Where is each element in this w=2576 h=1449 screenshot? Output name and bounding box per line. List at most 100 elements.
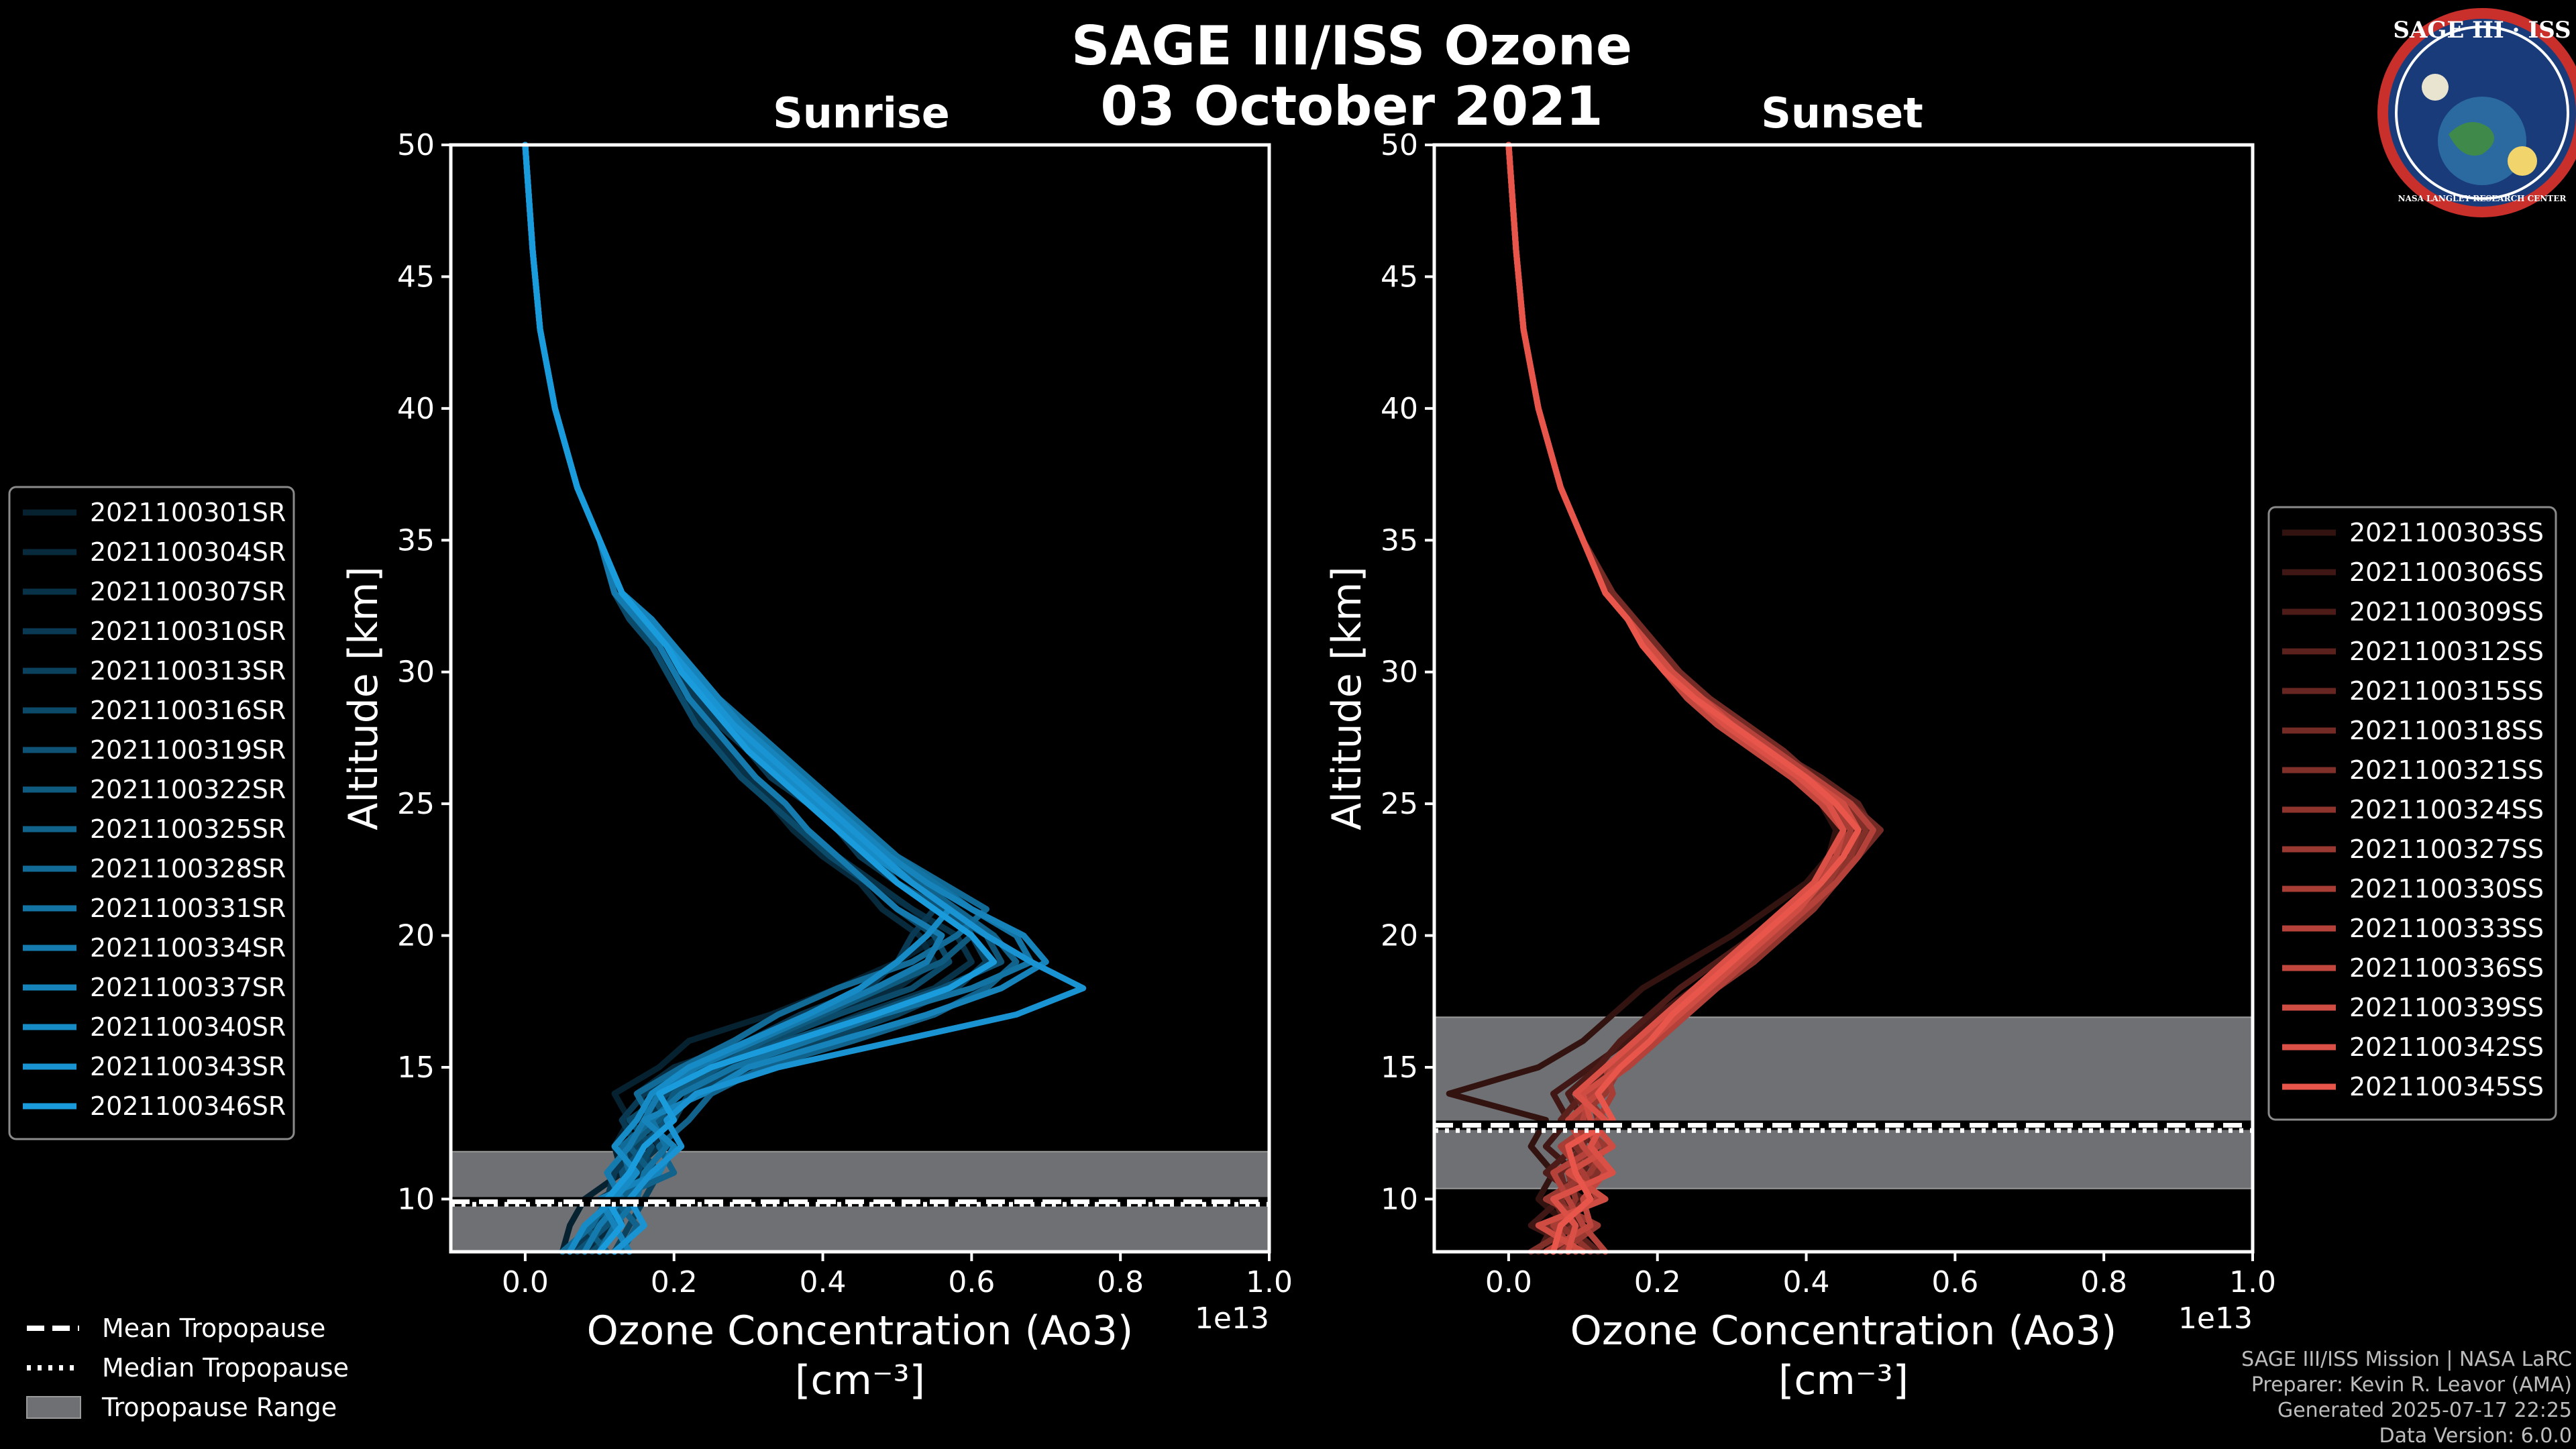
sunrise-legend-label: 2021100343SR — [90, 1052, 286, 1081]
credits-block: SAGE III/ISS Mission | NASA LaRCPreparer… — [2241, 1348, 2572, 1448]
sunset-legend-label: 2021100303SS — [2349, 518, 2544, 547]
sunset-plot-frame — [1432, 143, 2255, 1254]
sunrise-legend-label: 2021100340SR — [90, 1012, 286, 1042]
sunrise-x-tick-label: 0.6 — [948, 1265, 995, 1299]
sunrise-legend-label: 2021100331SR — [90, 894, 286, 923]
sunrise-y-label: Altitude [km] — [340, 566, 387, 830]
sunrise-legend-label: 2021100337SR — [90, 973, 286, 1002]
sunset-y-tick-label: 25 — [1381, 787, 1418, 821]
sunrise-legend-label: 2021100319SR — [90, 735, 286, 765]
main-title-line2: 03 October 2021 — [1100, 75, 1603, 138]
sunset-legend-label: 2021100336SS — [2349, 953, 2544, 983]
sunset-legend-label: 2021100318SS — [2349, 716, 2544, 745]
sunset-title: Sunset — [1761, 89, 1923, 138]
credit-line: Data Version: 6.0.0 — [2379, 1424, 2572, 1448]
sunset-y-tick-label: 15 — [1381, 1051, 1418, 1085]
sunrise-profiles — [522, 142, 1087, 1255]
logo-subtext: NASA LANGLEY RESEARCH CENTER — [2398, 194, 2567, 203]
sunset-x-tick-label: 0.2 — [1634, 1265, 1681, 1299]
sunset-x-ticks: 0.0 0.2 0.4 0.6 0.8 1.0 — [1485, 1252, 2276, 1299]
sunrise-legend-label: 2021100325SR — [90, 814, 286, 844]
sunrise-legend-label: 2021100334SR — [90, 933, 286, 963]
sunrise-y-ticks: 10 15 20 25 30 35 40 45 50 — [397, 128, 451, 1216]
logo-text: SAGE III · ISS — [2393, 17, 2571, 44]
credit-line: Generated 2025-07-17 22:25 — [2277, 1399, 2572, 1422]
sunset-legend-label: 2021100309SS — [2349, 597, 2544, 627]
tropopause-legend: Mean Tropopause Median Tropopause Tropopau… — [26, 1313, 349, 1422]
sage-iii-iss-logo: SAGE III · ISS NASA LANGLEY RESEARCH CEN… — [2377, 8, 2576, 217]
main-title-line1: SAGE III/ISS Ozone — [1071, 15, 1632, 77]
sunrise-y-tick-label: 50 — [397, 128, 435, 162]
sunset-x-unit: [cm⁻³] — [1778, 1357, 1909, 1404]
sunset-x-label: Ozone Concentration (Ao3) — [1570, 1307, 2117, 1354]
sunset-y-tick-label: 10 — [1381, 1182, 1418, 1216]
sunrise-legend-label: 2021100313SR — [90, 656, 286, 686]
sunset-y-tick-label: 20 — [1381, 919, 1418, 953]
sunrise-legend-label: 2021100301SR — [90, 498, 286, 527]
sunrise-y-tick-label: 15 — [397, 1051, 435, 1085]
sunset-legend-label: 2021100342SS — [2349, 1032, 2544, 1062]
sunset-legend-label: 2021100330SS — [2349, 874, 2544, 904]
sunrise-x-tick-label: 0.2 — [651, 1265, 698, 1299]
sunrise-y-tick-label: 25 — [397, 787, 435, 821]
sunrise-legend-label: 2021100346SR — [90, 1091, 286, 1121]
sunset-legend-label: 2021100345SS — [2349, 1072, 2544, 1102]
sunset-profiles — [1446, 142, 1884, 1255]
sunset-legend-label: 2021100339SS — [2349, 993, 2544, 1022]
sunrise-x-tick-label: 1.0 — [1246, 1265, 1293, 1299]
sunset-y-tick-label: 30 — [1381, 655, 1418, 690]
sunset-legend-label: 2021100315SS — [2349, 676, 2544, 706]
sunrise-legend-label: 2021100328SR — [90, 854, 286, 883]
sunset-y-tick-label: 40 — [1381, 392, 1418, 426]
sunset-tropopause-lines — [1434, 1120, 2253, 1133]
sunrise-legend-label: 2021100316SR — [90, 696, 286, 725]
sunrise-x-tick-label: 0.4 — [800, 1265, 847, 1299]
sunrise-y-tick-label: 20 — [397, 919, 435, 953]
sunrise-title: Sunrise — [773, 89, 950, 138]
tropopause-legend-label: Mean Tropopause — [102, 1313, 325, 1343]
tropopause-legend-label: Tropopause Range — [101, 1393, 337, 1422]
tropopause-range-swatch — [26, 1396, 81, 1419]
sunrise-x-label: Ozone Concentration (Ao3) — [587, 1307, 1134, 1354]
sunset-legend-label: 2021100312SS — [2349, 637, 2544, 666]
sunset-x-tick-label: 0.8 — [2080, 1265, 2127, 1299]
sunrise-x-unit: [cm⁻³] — [795, 1357, 925, 1404]
sunset-x-tick-label: 1.0 — [2229, 1265, 2276, 1299]
sunset-legend-frame — [2267, 506, 2557, 1121]
sunset-legend-label: 2021100321SS — [2349, 755, 2544, 785]
sunset-legend-label: 2021100333SS — [2349, 914, 2544, 943]
sunset-y-label: Altitude [km] — [1324, 566, 1371, 830]
sunrise-legend: 2021100301SR 2021100304SR 2021100307SR 2021… — [8, 486, 295, 1140]
sunrise-legend-label: 2021100310SR — [90, 616, 286, 646]
sunset-x-tick-label: 0.0 — [1485, 1265, 1532, 1299]
credit-line: SAGE III/ISS Mission | NASA LaRC — [2241, 1348, 2572, 1371]
sunset-x-scale: 1e13 — [2178, 1301, 2253, 1336]
sunset-x-tick-label: 0.4 — [1783, 1265, 1830, 1299]
sunrise-x-tick-label: 0.0 — [502, 1265, 549, 1299]
tropopause-legend-label: Median Tropopause — [102, 1353, 349, 1383]
sunset-y-tick-label: 35 — [1381, 523, 1418, 557]
sunrise-y-tick-label: 30 — [397, 655, 435, 690]
sunrise-plot-frame — [449, 143, 1271, 1254]
sunrise-y-tick-label: 45 — [397, 260, 435, 294]
sunrise-x-scale: 1e13 — [1195, 1301, 1269, 1336]
sunrise-legend-frame — [8, 486, 295, 1140]
sunrise-y-tick-label: 35 — [397, 523, 435, 557]
sunset-profile-2021100345SS — [1505, 142, 1862, 1255]
sunrise-x-tick-label: 0.8 — [1097, 1265, 1144, 1299]
sunset-y-tick-label: 45 — [1381, 260, 1418, 294]
sunset-legend-label: 2021100324SS — [2349, 795, 2544, 824]
sunset-x-tick-label: 0.6 — [1931, 1265, 1978, 1299]
sunrise-legend-label: 2021100304SR — [90, 537, 286, 567]
sunrise-profile-2021100346SR — [522, 142, 998, 1255]
sunset-legend-label: 2021100327SS — [2349, 835, 2544, 864]
sunrise-legend-label: 2021100307SR — [90, 577, 286, 606]
sunset-y-tick-label: 50 — [1381, 128, 1418, 162]
sunrise-y-tick-label: 10 — [397, 1182, 435, 1216]
sunrise-x-ticks: 0.0 0.2 0.4 0.6 0.8 1.0 — [502, 1252, 1293, 1299]
sunrise-tropopause-lines — [451, 1197, 1269, 1207]
